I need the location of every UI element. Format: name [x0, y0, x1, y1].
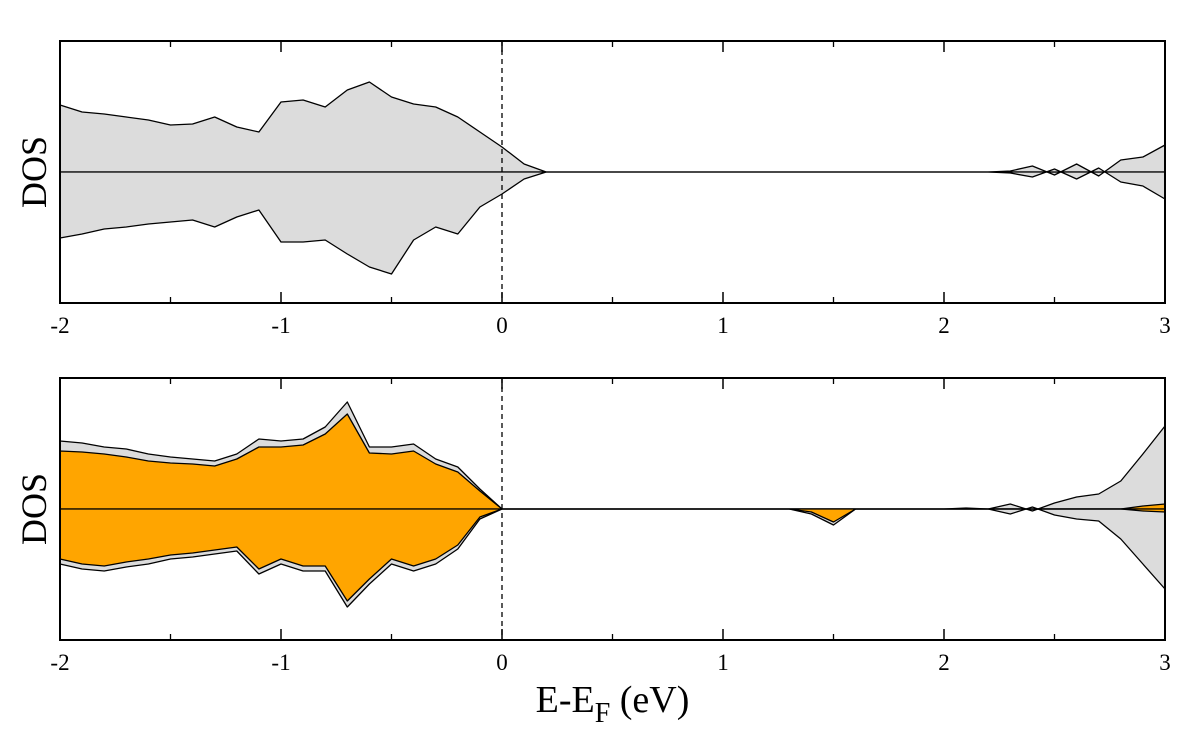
- x-tick-label: 2: [938, 650, 950, 675]
- x-axis-label: E-EF (eV): [536, 679, 690, 729]
- x-tick-label: 0: [496, 650, 508, 675]
- x-label-main: E-E: [536, 679, 595, 721]
- x-tick-label: 2: [938, 313, 950, 338]
- x-tick-label: -1: [271, 313, 290, 338]
- dos-area: [59, 508, 1166, 602]
- x-label-unit: (eV): [610, 679, 689, 721]
- x-tick-label: 3: [1159, 650, 1171, 675]
- x-tick-label: -2: [50, 650, 69, 675]
- x-tick-label: -2: [50, 313, 69, 338]
- x-tick-label: 1: [717, 650, 729, 675]
- dos-area: [59, 81, 1166, 177]
- x-tick-label: 0: [496, 313, 508, 338]
- y-axis-label: DOS: [14, 473, 54, 545]
- x-tick-label: 3: [1159, 313, 1171, 338]
- x-tick-label: -1: [271, 650, 290, 675]
- x-label-sub: F: [595, 698, 611, 729]
- x-tick-label: 1: [717, 313, 729, 338]
- y-axis-label: DOS: [14, 136, 54, 208]
- dos-area: [59, 167, 1166, 275]
